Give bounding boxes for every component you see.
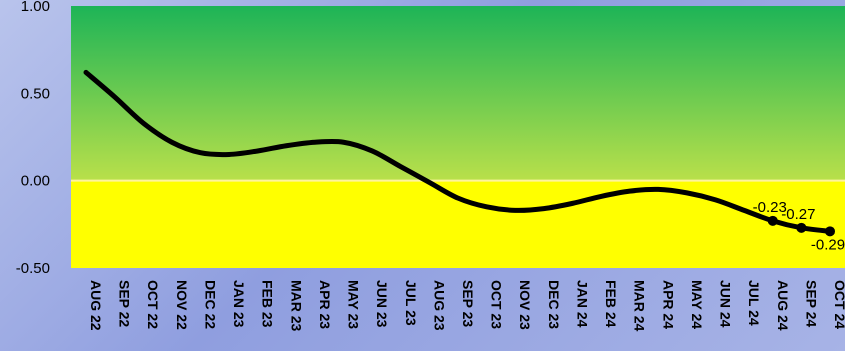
x-tick-label: JAN 24 bbox=[574, 280, 590, 328]
y-tick-label: 0.00 bbox=[21, 173, 50, 190]
x-tick-label: JUN 23 bbox=[374, 280, 390, 328]
x-tick-label: OCT 23 bbox=[489, 280, 505, 329]
y-tick-label: 1.00 bbox=[21, 0, 50, 15]
x-tick-label: DEC 22 bbox=[202, 280, 218, 329]
data-label: -0.27 bbox=[781, 206, 815, 223]
x-tick-label: MAY 23 bbox=[346, 280, 362, 329]
x-tick-label: DEC 23 bbox=[546, 280, 562, 329]
data-label: -0.23 bbox=[753, 199, 787, 216]
x-axis: AUG 22 SEP 22 OCT 22 NOV 22 DEC 22 JAN 23 FEB … bbox=[88, 280, 845, 332]
data-point-marker bbox=[825, 226, 835, 237]
x-tick-label: APR 24 bbox=[660, 280, 676, 329]
x-tick-label: JUL 24 bbox=[746, 280, 762, 326]
x-tick-label: FEB 24 bbox=[603, 280, 619, 328]
series-layer bbox=[83, 69, 833, 234]
x-tick-label: FEB 23 bbox=[260, 280, 276, 328]
y-tick-label: 0.50 bbox=[21, 85, 50, 102]
data-point-marker bbox=[796, 222, 807, 233]
x-tick-label: MAR 24 bbox=[632, 280, 648, 332]
y-axis: 1.00 0.50 0.00 -0.50 bbox=[16, 0, 50, 277]
positive-band bbox=[71, 6, 845, 181]
negative-band bbox=[71, 180, 845, 268]
x-tick-label: MAY 24 bbox=[689, 280, 705, 329]
x-tick-label: AUG 24 bbox=[775, 280, 791, 331]
series-line bbox=[83, 69, 833, 234]
x-tick-label: AUG 23 bbox=[431, 280, 447, 331]
x-tick-label: SEP 22 bbox=[117, 280, 133, 327]
x-tick-label: JUL 23 bbox=[403, 280, 419, 326]
x-tick-label: NOV 23 bbox=[517, 280, 533, 330]
data-labels: -0.23-0.27 -0.29 bbox=[753, 199, 845, 253]
x-tick-label: AUG 22 bbox=[88, 280, 104, 331]
x-tick-label: OCT 24 bbox=[832, 280, 845, 329]
x-tick-label: OCT 22 bbox=[145, 280, 161, 329]
plot-background bbox=[71, 6, 845, 268]
data-label: -0.29 bbox=[811, 236, 845, 253]
y-tick-label: -0.50 bbox=[16, 260, 50, 277]
x-tick-label: JAN 23 bbox=[231, 280, 247, 328]
x-tick-label: APR 23 bbox=[317, 280, 333, 329]
x-tick-label: NOV 22 bbox=[174, 280, 190, 330]
x-tick-label: SEP 23 bbox=[460, 280, 476, 327]
x-tick-label: JUN 24 bbox=[718, 280, 734, 328]
x-tick-label: MAR 23 bbox=[288, 280, 304, 332]
data-point-marker bbox=[767, 215, 778, 226]
x-tick-label: SEP 24 bbox=[803, 280, 819, 327]
